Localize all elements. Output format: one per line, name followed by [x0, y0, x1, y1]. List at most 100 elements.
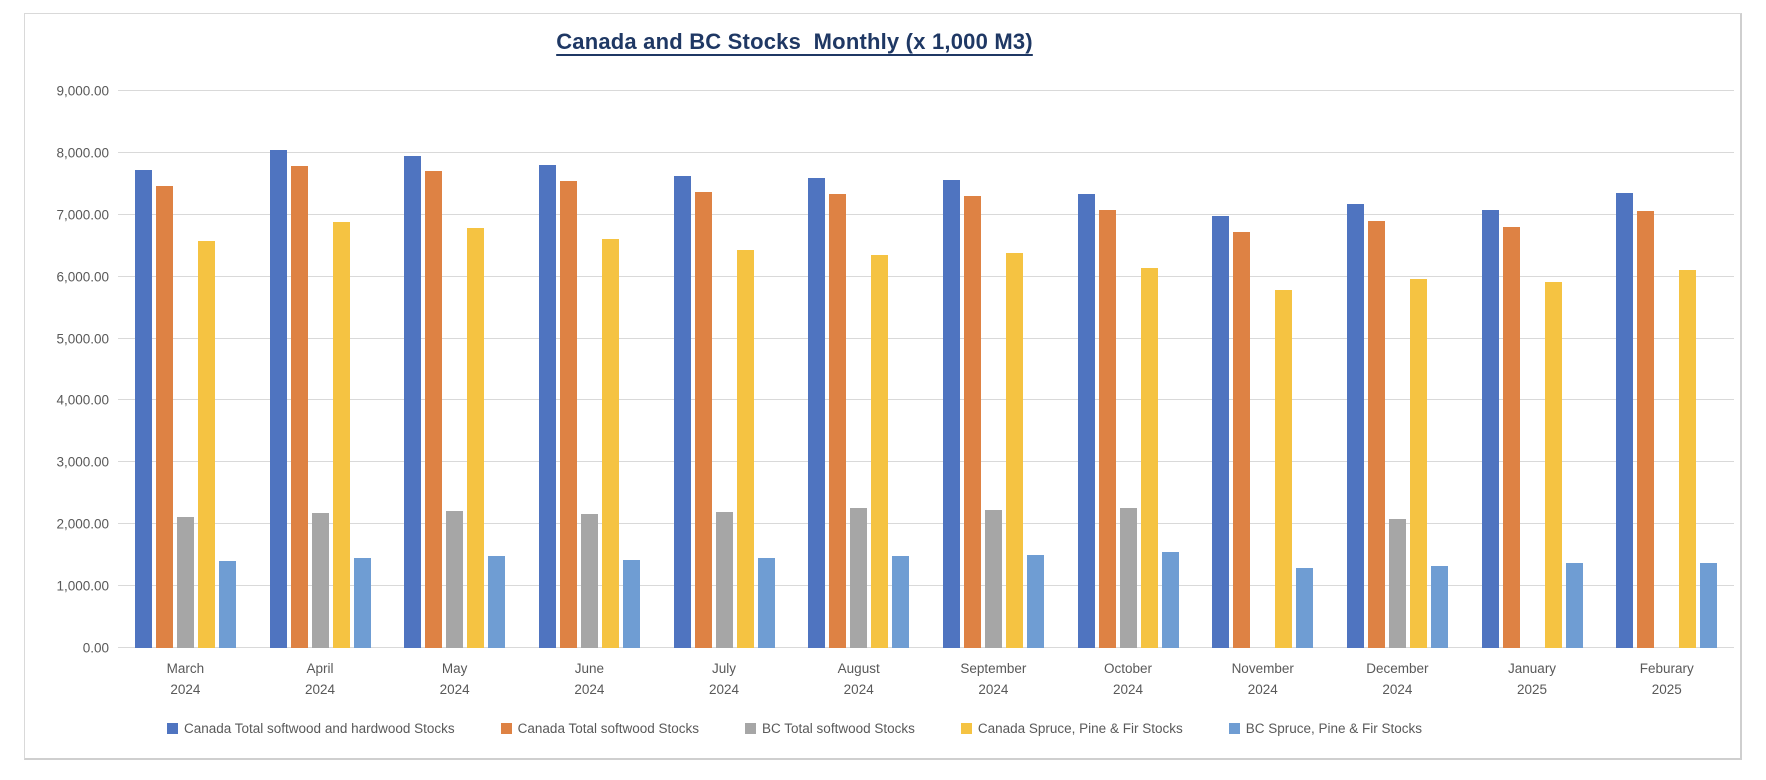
gridline — [118, 585, 1734, 587]
category-month: August — [837, 661, 880, 676]
bar-canada-total-softwood[interactable] — [1233, 232, 1251, 648]
bar-bc-total-softwood[interactable] — [446, 510, 464, 648]
gridline — [118, 337, 1734, 339]
bar-bc-total-softwood[interactable] — [1388, 519, 1406, 648]
category-month: June — [574, 661, 604, 676]
bar-canada-total-softwood-and-hardwood[interactable] — [134, 170, 152, 648]
bar-canada-spruce-pine-fir[interactable] — [1140, 268, 1158, 648]
bar-canada-total-softwood[interactable] — [1367, 220, 1385, 648]
x-axis-category-label: March 2024 — [118, 658, 253, 700]
legend-swatch-icon — [745, 723, 757, 734]
bar-canada-total-softwood-and-hardwood[interactable] — [1077, 194, 1095, 648]
bar-bc-total-softwood[interactable] — [176, 517, 194, 648]
bar-canada-total-softwood[interactable] — [155, 186, 173, 648]
bar-canada-spruce-pine-fir[interactable] — [1275, 289, 1293, 648]
gridline — [118, 399, 1734, 401]
bar-canada-spruce-pine-fir[interactable] — [736, 250, 754, 648]
bar-canada-spruce-pine-fir[interactable] — [1005, 253, 1023, 648]
chart-frame: Canada and BC Stocks Monthly (x 1,000 M3… — [24, 13, 1742, 760]
category-year: 2024 — [574, 682, 605, 697]
bar-bc-total-softwood[interactable] — [580, 514, 598, 648]
y-axis-tick-label: 7,000.00 — [56, 207, 109, 223]
bar-bc-spruce-pine-fir[interactable] — [757, 557, 775, 648]
legend-item-canada-total-softwood[interactable]: Canada Total softwood Stocks — [500, 721, 699, 736]
category-year: 2025 — [1517, 682, 1548, 697]
bar-canada-total-softwood[interactable] — [1502, 227, 1520, 648]
bar-bc-total-softwood[interactable] — [1119, 508, 1137, 648]
category-year: 2024 — [978, 682, 1009, 697]
bar-canada-total-softwood[interactable] — [694, 191, 712, 648]
gridline — [118, 151, 1734, 153]
bar-bc-spruce-pine-fir[interactable] — [1296, 567, 1314, 648]
bar-bc-spruce-pine-fir[interactable] — [1161, 552, 1179, 648]
legend-item-bc-spruce-pine-fir[interactable]: BC Spruce, Pine & Fir Stocks — [1228, 721, 1422, 736]
bar-canada-total-softwood-and-hardwood[interactable] — [808, 178, 826, 648]
bar-canada-spruce-pine-fir[interactable] — [467, 228, 485, 648]
bar-canada-spruce-pine-fir[interactable] — [601, 238, 619, 648]
bar-canada-total-softwood[interactable] — [290, 165, 308, 648]
bar-bc-spruce-pine-fir[interactable] — [218, 560, 236, 648]
bar-bc-spruce-pine-fir[interactable] — [1565, 562, 1583, 648]
bar-group-january-2025 — [1465, 91, 1600, 648]
x-axis-category-label: December 2024 — [1330, 658, 1465, 700]
bar-bc-spruce-pine-fir[interactable] — [892, 555, 910, 648]
bar-group-april-2024 — [253, 91, 388, 648]
bar-canada-spruce-pine-fir[interactable] — [1409, 279, 1427, 648]
category-year: 2024 — [1382, 682, 1413, 697]
category-month: October — [1104, 661, 1153, 676]
bar-canada-spruce-pine-fir[interactable] — [197, 241, 215, 648]
y-axis-tick-label: 9,000.00 — [56, 83, 109, 99]
bar-canada-spruce-pine-fir[interactable] — [1544, 282, 1562, 648]
chart-title: Canada and BC Stocks Monthly (x 1,000 M3… — [556, 29, 1033, 54]
y-axis-tick-label: 1,000.00 — [56, 578, 109, 594]
legend-item-canada-spruce-pine-fir[interactable]: Canada Spruce, Pine & Fir Stocks — [960, 721, 1183, 736]
bar-canada-total-softwood-and-hardwood[interactable] — [942, 180, 960, 648]
bar-canada-total-softwood-and-hardwood[interactable] — [269, 150, 287, 648]
category-year: 2024 — [1247, 682, 1278, 697]
bar-canada-total-softwood-and-hardwood[interactable] — [673, 176, 691, 648]
x-axis-category-label: November 2024 — [1195, 658, 1330, 700]
legend-item-bc-total-softwood[interactable]: BC Total softwood Stocks — [745, 721, 915, 736]
bar-canada-spruce-pine-fir[interactable] — [871, 254, 889, 648]
x-axis-category-label: September 2024 — [926, 658, 1061, 700]
y-axis: 0.00 1,000.00 2,000.00 3,000.00 4,000.00 5,00… — [25, 84, 109, 656]
bar-bc-total-softwood[interactable] — [850, 508, 868, 648]
x-axis-category-label: August 2024 — [791, 658, 926, 700]
bar-bc-spruce-pine-fir[interactable] — [622, 560, 640, 648]
bar-canada-spruce-pine-fir[interactable] — [332, 221, 350, 648]
bar-canada-total-softwood-and-hardwood[interactable] — [1616, 193, 1634, 648]
bar-bc-total-softwood[interactable] — [715, 512, 733, 648]
bar-canada-total-softwood[interactable] — [1098, 209, 1116, 648]
legend-swatch-icon — [166, 723, 178, 734]
legend-item-canada-total-softwood-and-hardwood[interactable]: Canada Total softwood and hardwood Stock… — [166, 721, 455, 736]
bar-canada-total-softwood-and-hardwood[interactable] — [538, 164, 556, 648]
bar-bc-spruce-pine-fir[interactable] — [1700, 563, 1718, 648]
bar-canada-total-softwood[interactable] — [425, 171, 443, 648]
x-axis-category-label: May 2024 — [387, 658, 522, 700]
bar-bc-total-softwood[interactable] — [984, 509, 1002, 648]
bar-bc-spruce-pine-fir[interactable] — [1430, 565, 1448, 648]
bar-bc-spruce-pine-fir[interactable] — [488, 555, 506, 648]
bar-canada-total-softwood-and-hardwood[interactable] — [1212, 216, 1230, 648]
x-axis-category-label: April 2024 — [253, 658, 388, 700]
bar-bc-spruce-pine-fir[interactable] — [353, 558, 371, 648]
bar-group-july-2024 — [657, 91, 792, 648]
y-axis-tick-label: 0.00 — [82, 640, 109, 656]
bar-groups-container — [118, 91, 1734, 648]
bar-canada-spruce-pine-fir[interactable] — [1679, 269, 1697, 648]
bar-canada-total-softwood[interactable] — [1637, 211, 1655, 648]
bar-canada-total-softwood[interactable] — [963, 196, 981, 648]
bar-bc-total-softwood[interactable] — [311, 513, 329, 648]
bar-group-october-2024 — [1061, 91, 1196, 648]
legend-swatch-icon — [1228, 723, 1240, 734]
gridline — [118, 461, 1734, 463]
category-month: March — [166, 661, 205, 676]
bar-canada-total-softwood[interactable] — [559, 181, 577, 648]
bar-bc-spruce-pine-fir[interactable] — [1026, 554, 1044, 648]
bar-canada-total-softwood-and-hardwood[interactable] — [1481, 209, 1499, 648]
bar-canada-total-softwood-and-hardwood[interactable] — [404, 156, 422, 648]
x-axis-category-label: October 2024 — [1061, 658, 1196, 700]
bar-canada-total-softwood-and-hardwood[interactable] — [1346, 203, 1364, 648]
gridline — [118, 275, 1734, 277]
bar-canada-total-softwood[interactable] — [829, 193, 847, 648]
